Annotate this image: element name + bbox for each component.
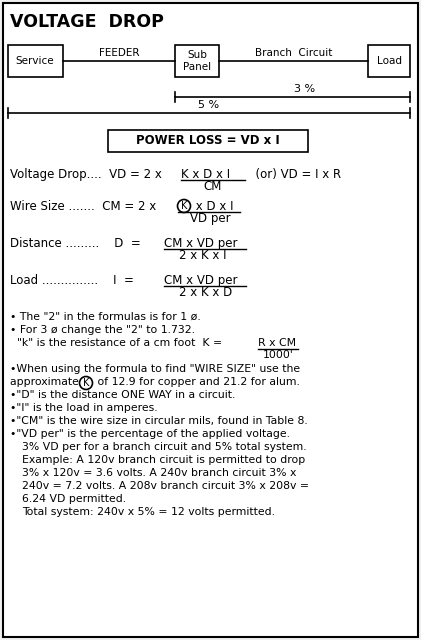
Text: VD per: VD per (190, 212, 231, 225)
Text: •"D" is the distance ONE WAY in a circuit.: •"D" is the distance ONE WAY in a circui… (10, 390, 235, 400)
Text: •When using the formula to find "WIRE SIZE" use the: •When using the formula to find "WIRE SI… (10, 364, 300, 374)
Text: Example: A 120v branch circuit is permitted to drop: Example: A 120v branch circuit is permit… (22, 455, 305, 465)
Text: 240v = 7.2 volts. A 208v branch circuit 3% x 208v =: 240v = 7.2 volts. A 208v branch circuit … (22, 481, 309, 491)
Text: of 12.9 for copper and 21.2 for alum.: of 12.9 for copper and 21.2 for alum. (94, 377, 300, 387)
Text: CM x VD per: CM x VD per (164, 274, 237, 287)
Text: Wire Size .......  CM = 2 x: Wire Size ....... CM = 2 x (10, 200, 156, 213)
Text: •"I" is the load in amperes.: •"I" is the load in amperes. (10, 403, 157, 413)
Text: •"VD per" is the percentage of the applied voltage.: •"VD per" is the percentage of the appli… (10, 429, 290, 439)
Text: • The "2" in the formulas is for 1 ø.: • The "2" in the formulas is for 1 ø. (10, 312, 201, 322)
Text: "k" is the resistance of a cm foot  K =: "k" is the resistance of a cm foot K = (10, 338, 222, 348)
Text: FEEDER: FEEDER (99, 48, 139, 58)
Bar (8, 45, 63, 77)
Text: CM x VD per: CM x VD per (164, 237, 237, 250)
Text: (or) VD = I x R: (or) VD = I x R (248, 168, 341, 181)
Text: Distance .........    D  =: Distance ......... D = (10, 237, 141, 250)
Text: 2 x K x I: 2 x K x I (179, 249, 226, 262)
Text: 3% VD per for a branch circuit and 5% total system.: 3% VD per for a branch circuit and 5% to… (22, 442, 306, 452)
Text: 3 %: 3 % (294, 84, 316, 94)
Text: VOLTAGE  DROP: VOLTAGE DROP (10, 13, 164, 31)
Text: POWER LOSS = VD x I: POWER LOSS = VD x I (136, 134, 280, 147)
Text: Service: Service (16, 56, 54, 66)
Bar (175, 45, 219, 77)
Text: K x D x I: K x D x I (181, 168, 230, 181)
Bar (368, 45, 410, 77)
Text: Load: Load (376, 56, 402, 66)
Text: Voltage Drop....  VD = 2 x: Voltage Drop.... VD = 2 x (10, 168, 165, 181)
Text: 1000': 1000' (263, 350, 294, 360)
Text: Branch  Circuit: Branch Circuit (255, 48, 333, 58)
Text: • For 3 ø change the "2" to 1.732.: • For 3 ø change the "2" to 1.732. (10, 325, 195, 335)
Text: 3% x 120v = 3.6 volts. A 240v branch circuit 3% x: 3% x 120v = 3.6 volts. A 240v branch cir… (22, 468, 296, 478)
Text: 5 %: 5 % (198, 100, 220, 110)
Text: Load ...............    I  =: Load ............... I = (10, 274, 134, 287)
Text: Sub
Panel: Sub Panel (183, 50, 211, 72)
Text: approximate: approximate (10, 377, 83, 387)
Bar (108, 130, 308, 152)
Text: 6.24 VD permitted.: 6.24 VD permitted. (22, 494, 126, 504)
Text: •"CM" is the wire size in circular mils, found in Table 8.: •"CM" is the wire size in circular mils,… (10, 416, 308, 426)
Text: 2 x K x D: 2 x K x D (179, 286, 232, 299)
Text: x D x I: x D x I (192, 200, 234, 213)
Text: K: K (181, 201, 187, 211)
Text: K: K (83, 378, 89, 388)
Text: R x CM: R x CM (258, 338, 296, 348)
Text: CM: CM (203, 180, 221, 193)
Text: Total system: 240v x 5% = 12 volts permitted.: Total system: 240v x 5% = 12 volts permi… (22, 507, 275, 517)
